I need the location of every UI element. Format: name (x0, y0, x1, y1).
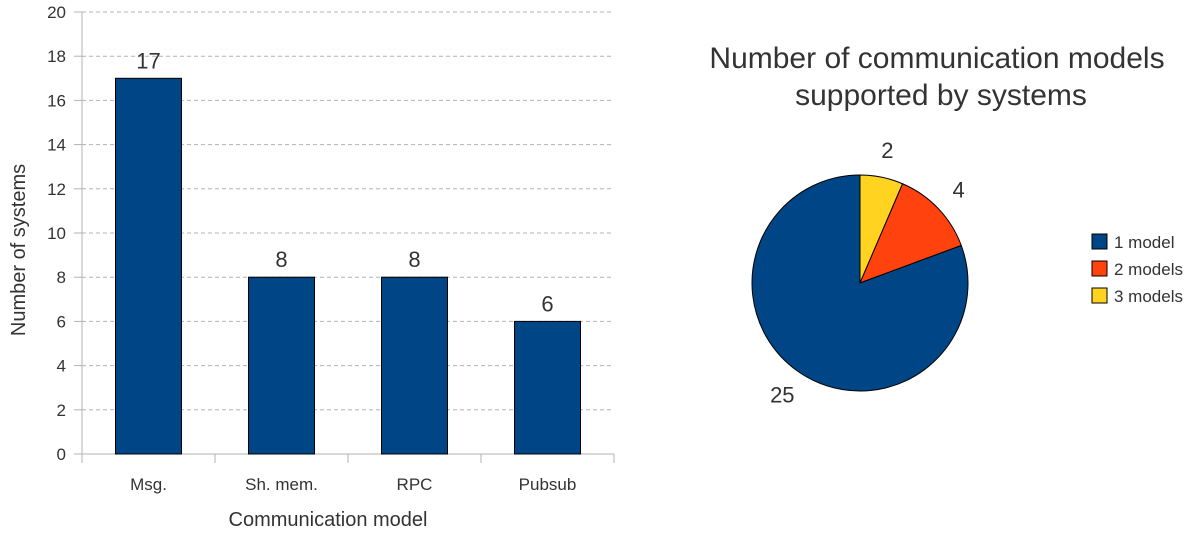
category-label: Sh. mem. (245, 475, 318, 494)
y-tick-label: 0 (57, 445, 66, 464)
y-tick-label: 16 (47, 91, 66, 110)
y-tick-label: 18 (47, 47, 66, 66)
pie-legend: 1 model 2 models 3 models (1091, 233, 1183, 306)
x-axis-tick-labels: Msg. Sh. mem. RPC Pubsub (130, 475, 576, 494)
category-label: Pubsub (519, 475, 577, 494)
pie-slices (751, 174, 969, 392)
bar-data-labels: 17 8 8 6 (136, 48, 553, 316)
y-tick-label: 6 (57, 312, 66, 331)
pie-slice (859, 183, 962, 284)
x-axis-ticks (81, 454, 615, 463)
bar (248, 276, 315, 455)
y-axis-tick-labels: 0 2 4 6 8 10 12 14 16 18 20 (47, 3, 66, 464)
bar (514, 320, 581, 455)
bar-gridlines (74, 11, 614, 455)
category-label: RPC (397, 475, 433, 494)
pie-title-line-1: Number of communication models (709, 42, 1164, 75)
pie-title-line-2: supported by systems (795, 79, 1087, 112)
y-tick-label: 10 (47, 224, 66, 243)
bar-value-label: 17 (136, 48, 160, 73)
y-tick-label: 12 (47, 180, 66, 199)
bar-value-label: 8 (408, 247, 420, 272)
y-tick-label: 20 (47, 3, 66, 22)
category-label: Msg. (130, 475, 167, 494)
x-axis-title: Communication model (229, 509, 428, 531)
pie-value-label: 2 (881, 138, 893, 163)
pie-chart: Number of communication models supported… (709, 42, 1183, 408)
y-tick-label: 8 (57, 268, 66, 287)
y-axis-title: Number of systems (8, 164, 30, 336)
legend-swatch (1091, 260, 1108, 277)
y-tick-label: 14 (47, 136, 66, 155)
bar-value-label: 6 (541, 291, 553, 316)
legend-swatch (1091, 287, 1108, 304)
legend-swatch (1091, 233, 1108, 250)
y-tick-label: 4 (57, 357, 66, 376)
bar-chart: 0 2 4 6 8 10 12 14 16 18 20 17 8 8 6 Msg. Sh. mem. RPC P… (8, 3, 615, 531)
y-tick-label: 2 (57, 401, 66, 420)
pie-value-label: 4 (952, 177, 964, 202)
pie-data-labels: 2 4 25 (770, 138, 965, 408)
pie-value-label: 25 (770, 383, 794, 408)
legend-label: 1 model (1114, 233, 1174, 252)
legend-label: 2 models (1114, 260, 1183, 279)
bar (381, 276, 448, 455)
legend-label: 3 models (1114, 287, 1183, 306)
bar-value-label: 8 (275, 247, 287, 272)
bar (115, 77, 182, 455)
pie-slice (751, 174, 969, 392)
bars (115, 77, 581, 455)
